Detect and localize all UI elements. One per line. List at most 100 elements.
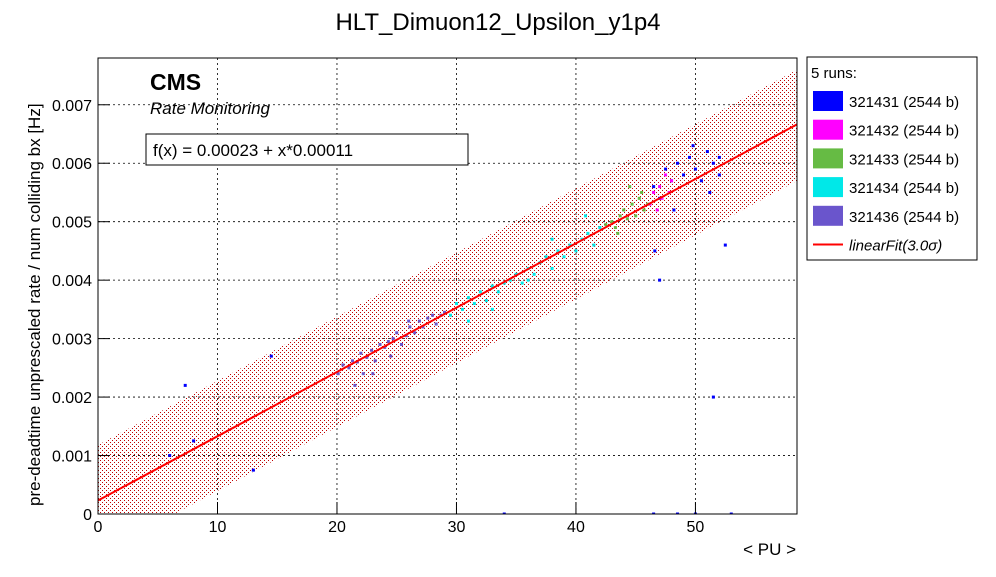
- point: [526, 278, 530, 282]
- legend-title: 5 runs:: [811, 65, 857, 82]
- point: [359, 351, 363, 355]
- point: [399, 342, 403, 346]
- point: [514, 272, 518, 276]
- point: [628, 185, 632, 189]
- point: [630, 202, 634, 206]
- brand: CMS: [150, 69, 201, 95]
- point: [660, 196, 664, 200]
- legend-label: 321431 (2544 b): [849, 94, 959, 111]
- point: [192, 439, 196, 443]
- point: [417, 319, 421, 323]
- y-tick-label: 0.003: [52, 332, 92, 349]
- point: [496, 290, 500, 294]
- point: [460, 307, 464, 311]
- point: [490, 307, 494, 311]
- legend-swatch: [813, 119, 843, 140]
- point: [664, 167, 668, 171]
- x-axis-label: < PU >: [743, 540, 796, 559]
- point: [550, 237, 554, 241]
- legend-label: 321436 (2544 b): [849, 209, 959, 226]
- point: [370, 348, 374, 352]
- point: [672, 208, 676, 212]
- fit-text: f(x) = 0.00023 + x*0.00011: [153, 141, 353, 160]
- point: [490, 284, 494, 288]
- point: [610, 220, 614, 224]
- point: [562, 255, 566, 259]
- point: [652, 185, 656, 189]
- point: [642, 208, 646, 212]
- point: [711, 161, 715, 165]
- legend-label: 321434 (2544 b): [849, 180, 959, 197]
- legend-label: 321432 (2544 b): [849, 123, 959, 140]
- point: [658, 278, 662, 282]
- point: [413, 331, 417, 335]
- point: [395, 331, 399, 335]
- point: [168, 454, 172, 458]
- point: [502, 512, 506, 514]
- point: [426, 316, 430, 320]
- point: [618, 214, 622, 218]
- point: [670, 179, 674, 183]
- point: [484, 299, 488, 303]
- point: [637, 196, 641, 200]
- point: [478, 290, 482, 294]
- point: [378, 342, 382, 346]
- point: [622, 208, 626, 212]
- point: [664, 173, 668, 177]
- point: [371, 372, 375, 376]
- axes: 0 10 20 30 40 50 0 0.001 0.002 0.003 0.004 0.005 0.0…: [52, 98, 704, 536]
- point: [454, 302, 458, 306]
- point: [598, 226, 602, 230]
- point: [687, 155, 691, 159]
- point: [472, 302, 476, 306]
- plot-frame: [97, 57, 798, 515]
- point: [434, 322, 438, 326]
- point: [723, 243, 727, 247]
- point: [604, 223, 608, 227]
- x-tick-label: 30: [448, 519, 466, 536]
- point: [613, 226, 617, 230]
- plot-area: [98, 58, 797, 514]
- legend-swatch: [813, 148, 843, 169]
- point: [717, 155, 721, 159]
- point: [676, 161, 680, 165]
- point: [351, 359, 355, 363]
- point: [584, 214, 588, 218]
- y-tick-label: 0: [83, 507, 92, 524]
- point: [448, 313, 452, 317]
- chart-title: HLT_Dimuon12_Upsilon_y1p4: [335, 9, 660, 36]
- point: [568, 243, 572, 247]
- y-tick-label: 0.004: [52, 273, 92, 290]
- point: [383, 345, 387, 349]
- point: [508, 278, 512, 282]
- point: [347, 366, 351, 370]
- point: [544, 255, 548, 259]
- point: [681, 173, 685, 177]
- point: [407, 319, 411, 323]
- point: [729, 512, 733, 514]
- x-tick-label: 40: [567, 519, 585, 536]
- point: [389, 354, 393, 358]
- point: [353, 383, 357, 387]
- y-tick-label: 0.006: [52, 156, 92, 173]
- point: [269, 354, 273, 358]
- legend-label: 321433 (2544 b): [849, 151, 959, 168]
- point: [408, 325, 412, 329]
- y-tick-label: 0.005: [52, 215, 92, 232]
- point: [653, 249, 657, 253]
- point: [592, 243, 596, 247]
- point: [391, 337, 395, 341]
- point: [699, 179, 703, 183]
- point: [431, 313, 435, 317]
- point: [520, 281, 524, 285]
- y-tick-label: 0.001: [52, 449, 92, 466]
- fit-band: [98, 69, 797, 514]
- point: [361, 372, 365, 376]
- point: [616, 231, 620, 235]
- point: [502, 281, 506, 285]
- point: [466, 319, 470, 323]
- legend-label: linearFit(3.0σ): [849, 238, 942, 255]
- point: [640, 190, 644, 194]
- x-tick-label: 50: [687, 519, 705, 536]
